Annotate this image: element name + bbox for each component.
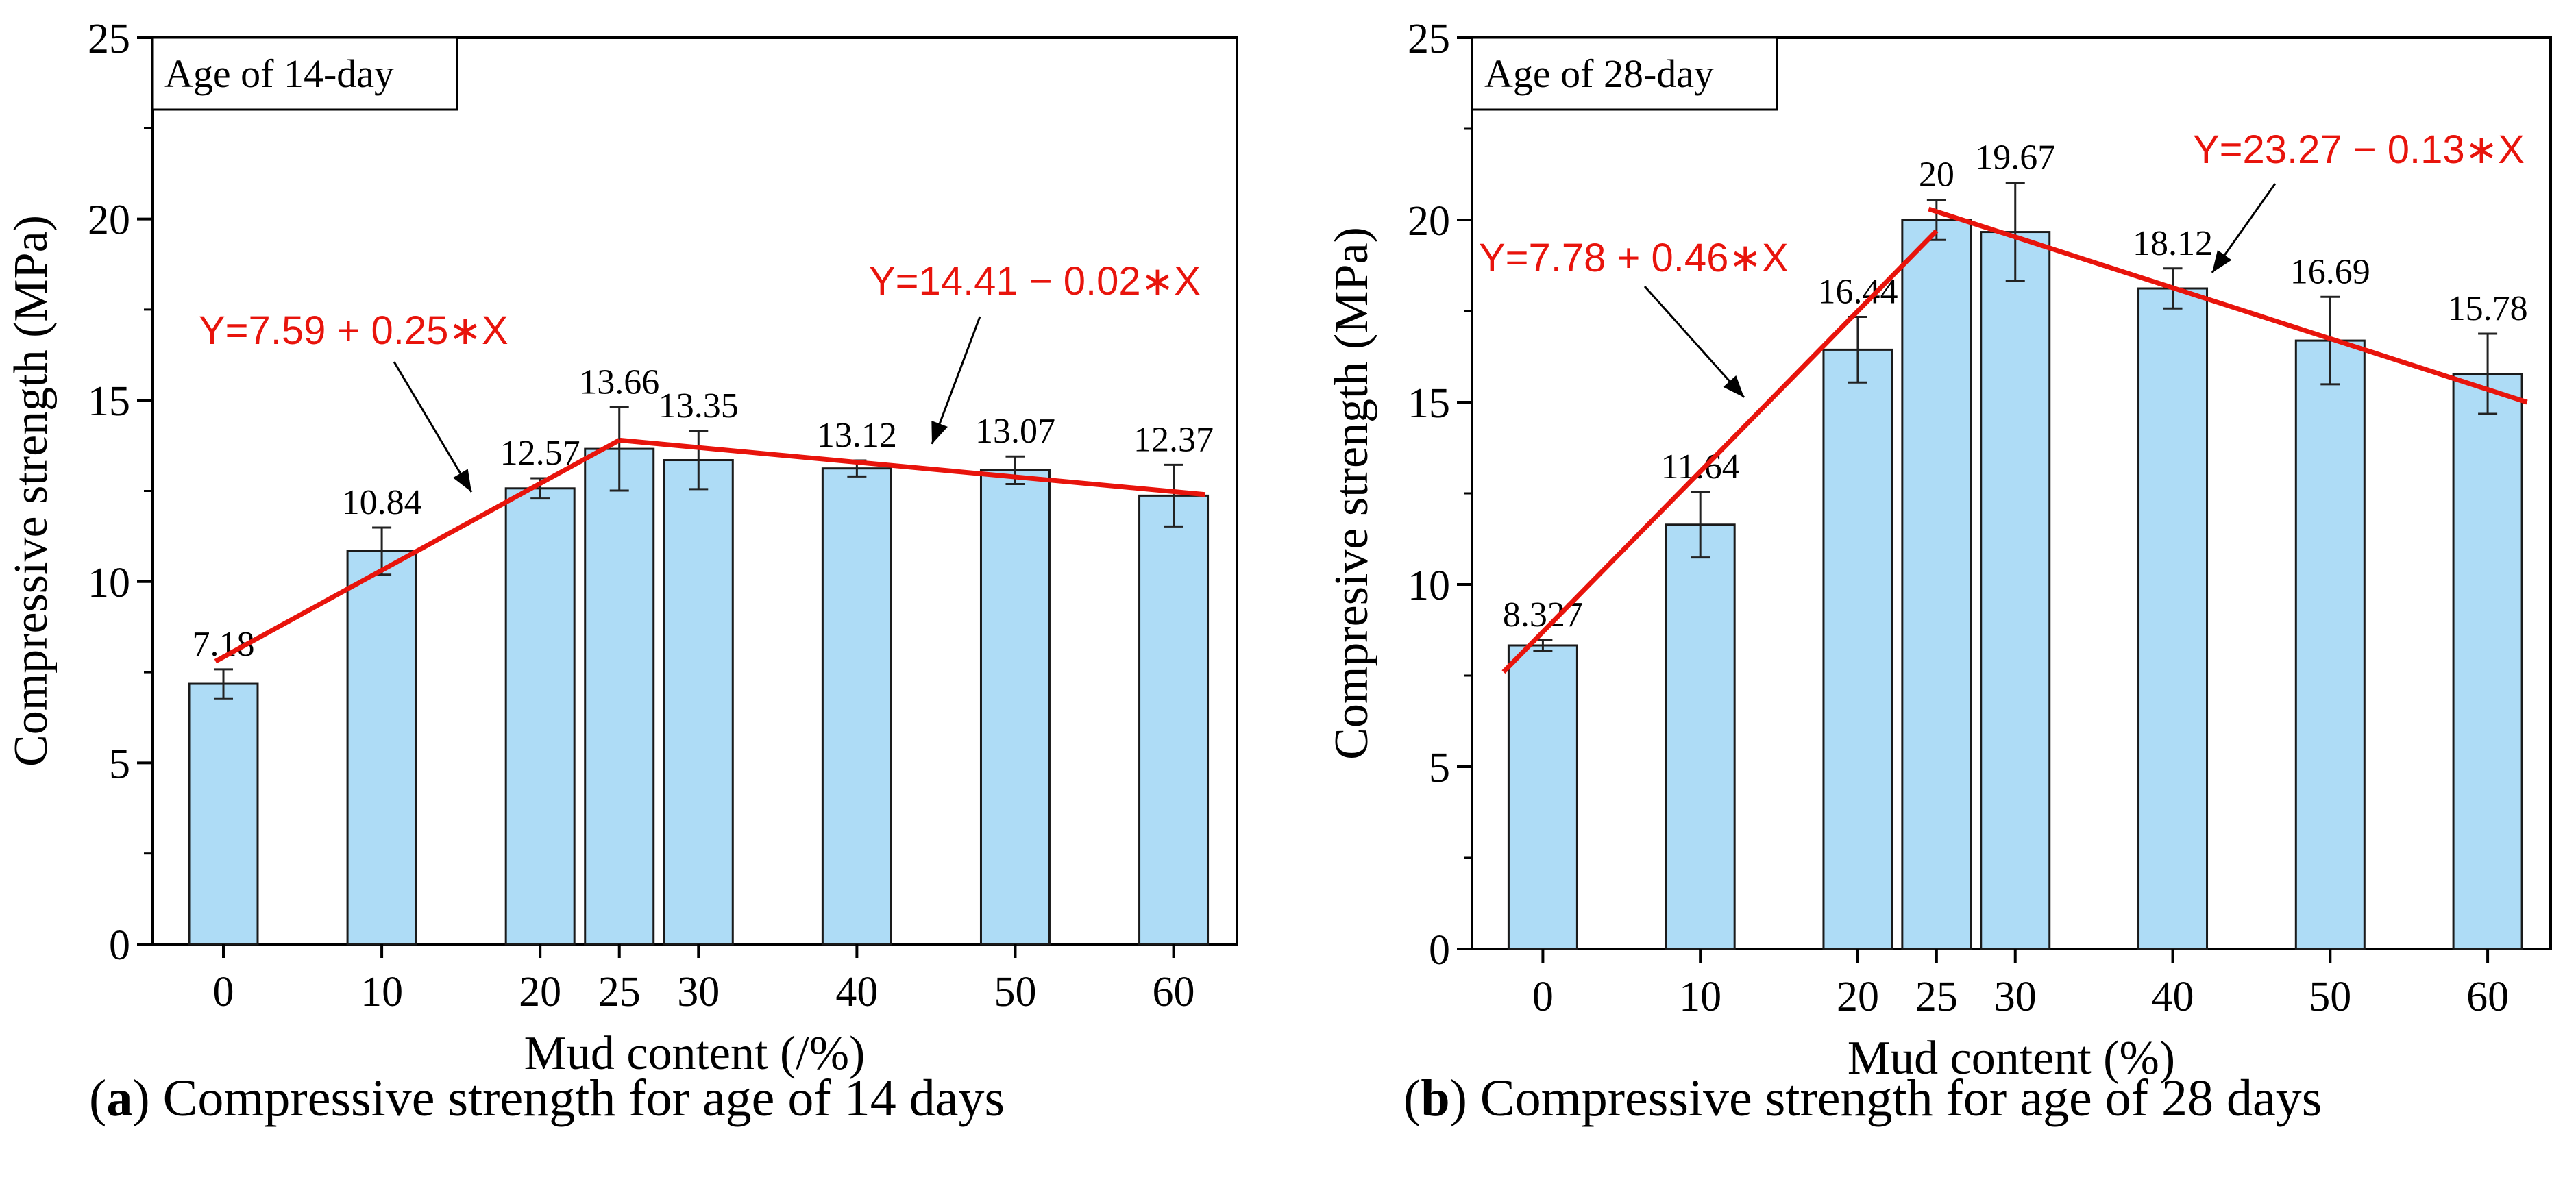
x-tick-label: 20 [519,969,561,1015]
bar-value-label: 18.12 [2133,224,2213,263]
y-axis-title: Compressive strength (MPa) [5,215,58,767]
bar [1822,348,1893,950]
bar-value-label: 19.67 [1975,138,2055,177]
y-tick-label: 0 [1429,927,1450,974]
y-tick-label: 20 [1408,198,1450,245]
x-tick-label: 0 [212,969,234,1015]
x-tick-label: 20 [1837,974,1879,1020]
age-label-box [1471,36,1778,111]
bar [1901,219,1972,950]
x-tick-label: 40 [2152,974,2194,1020]
x-tick-label: 25 [1915,974,1958,1020]
arrow-head [453,469,471,492]
bar [2137,287,2209,950]
bar-value-label: 20 [1919,156,1954,195]
x-tick-label: 50 [2309,974,2351,1020]
fit-equation: Y=14.41 − 0.02∗X [869,259,1201,304]
x-axis-title: Mud content (/%) [524,1027,866,1080]
bar-value-label: 12.37 [1133,420,1214,459]
bar-value-label: 11.64 [1661,447,1740,486]
chart-panel-b: 05101520258.327011.641016.4420202519.673… [1325,16,2552,1085]
x-tick-label: 0 [1532,974,1554,1020]
y-tick-label: 20 [88,197,130,244]
bar [1980,231,2051,950]
bar-value-label: 13.12 [817,416,897,455]
fit-equation: Y=7.78 + 0.46∗X [1479,236,1789,280]
caption-b: (b) Compressive strength for age of 28 d… [1403,1070,2322,1127]
bar-value-label: 13.66 [579,362,659,402]
x-tick-label: 60 [2466,974,2509,1020]
arrow-head [931,421,948,444]
age-label: Age of 28-day [1484,51,1714,96]
x-tick-label: 30 [1994,974,2037,1020]
arrow-shaft [393,361,473,493]
y-tick-label: 15 [88,378,130,425]
bar-value-label: 13.07 [975,412,1055,451]
x-tick-label: 30 [677,969,720,1015]
arrow-head [2212,249,2232,273]
caption-a: (a) Compressive strength for age of 14 d… [89,1070,1005,1127]
bar [821,467,892,946]
x-tick-label: 50 [994,969,1036,1015]
bar [2294,339,2366,950]
bar [504,487,576,946]
y-tick-label: 10 [1408,563,1450,609]
arrow-shaft [1643,285,1745,399]
bar [663,459,734,946]
fit-equation: Y=7.59 + 0.25∗X [199,308,508,353]
bar [188,682,259,946]
bar [2452,373,2523,950]
y-tick-label: 25 [1408,16,1450,62]
bar [346,550,417,946]
caption-text-b: Compressive strength for age of 28 days [1467,1070,2322,1127]
fit-line [1501,229,1939,674]
y-axis-title: Compresive strength (MPa) [1325,227,1378,760]
x-tick-label: 25 [598,969,641,1015]
y-tick-label: 5 [1429,745,1450,791]
x-tick-label: 10 [360,969,403,1015]
age-label-box [151,36,458,111]
bar-value-label: 13.35 [659,386,739,425]
y-tick-label: 0 [109,922,130,969]
caption-letter-a: a [106,1070,133,1127]
bar-value-label: 16.44 [1817,273,1898,312]
bar-value-label: 10.84 [342,483,422,522]
x-tick-label: 10 [1679,974,1721,1020]
bar [1665,523,1736,950]
chart-panel-a: 05101520257.18010.841012.572013.662513.3… [5,16,1238,1080]
arrow-head [1723,375,1744,397]
x-tick-label: 60 [1153,969,1195,1015]
y-tick-label: 15 [1408,380,1450,427]
fit-line [214,438,621,664]
arrow-shaft [931,316,981,445]
bar [1138,494,1210,946]
fit-equation: Y=23.27 − 0.13∗X [2193,127,2525,172]
bar-value-label: 15.78 [2448,289,2528,328]
y-tick-label: 25 [88,16,130,62]
fit-line [619,437,1206,497]
x-tick-label: 40 [835,969,878,1015]
y-tick-label: 5 [109,741,130,787]
fit-line [1928,206,2528,405]
caption-text-a: Compressive strength for age of 14 days [149,1070,1005,1127]
y-tick-label: 10 [88,560,130,606]
bar [1507,644,1578,950]
bar [584,447,655,946]
bar [979,469,1051,946]
bar-value-label: 16.69 [2290,252,2370,291]
caption-letter-b: b [1421,1070,1450,1127]
x-axis-title: Mud content (%) [1848,1032,2175,1085]
age-label: Age of 14-day [164,51,394,96]
